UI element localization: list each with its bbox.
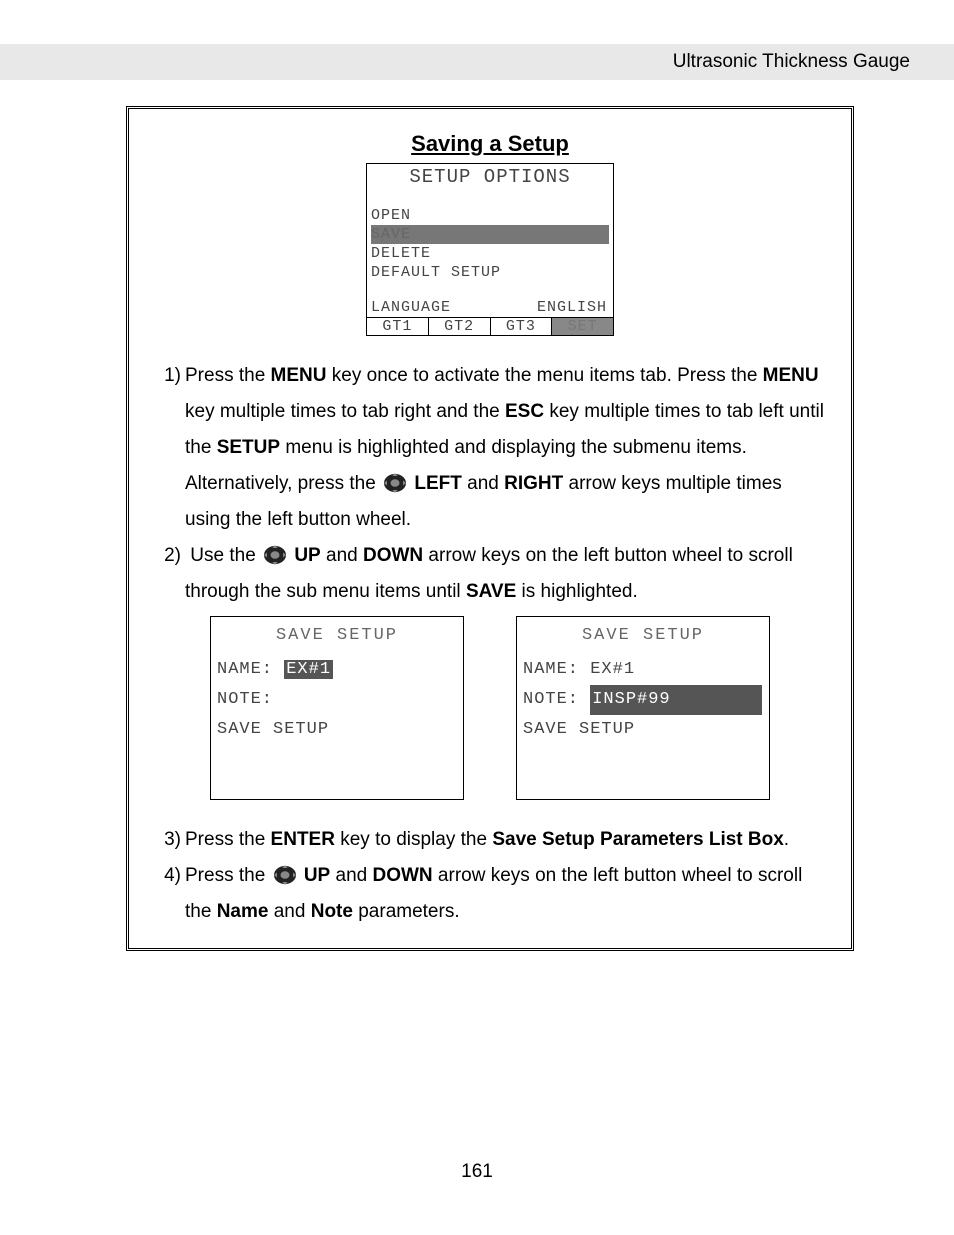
text: parameters.	[353, 901, 460, 922]
page-header: Ultrasonic Thickness Gauge	[0, 44, 954, 80]
bold-text: SETUP	[217, 437, 280, 458]
text: menu is highlighted and displaying the s…	[280, 437, 747, 458]
header-title: Ultrasonic Thickness Gauge	[673, 51, 910, 73]
text: Press the	[185, 865, 271, 886]
button-wheel-icon	[382, 471, 408, 493]
lcd1-item: OPEN	[371, 206, 609, 225]
lcd2-label: NOTE:	[523, 690, 590, 709]
lcd1-language-value: ENGLISH	[537, 298, 607, 317]
text: Alternatively, press the	[185, 473, 381, 494]
lcd2-label: NAME:	[523, 660, 590, 679]
step-number: 4)	[149, 858, 181, 894]
lcd1-language-row: LANGUAGE ENGLISH	[371, 298, 609, 317]
lcd1-tab: GT2	[429, 318, 491, 335]
bold-text: DOWN	[363, 545, 423, 566]
lcd1-tab: SET	[552, 318, 613, 335]
lcd2-save-label: SAVE SETUP	[217, 715, 457, 745]
text: arrow keys on the left button wheel to s…	[433, 865, 803, 886]
save-setup-screens: SAVE SETUPNAME: EX#1NOTE: SAVE SETUP SAV…	[149, 616, 831, 800]
instruction-3: 3)Press the ENTER key to display the Sav…	[149, 822, 831, 858]
text: arrow keys on the left button wheel to s…	[423, 545, 793, 566]
lcd1-item: DELETE	[371, 244, 609, 263]
lcd2-label: NOTE:	[217, 690, 273, 709]
lcd2-value: EX#1	[284, 660, 333, 679]
bold-text: ESC	[505, 401, 544, 422]
text: using the left button wheel.	[185, 509, 411, 530]
lcd2-row: NOTE:	[217, 685, 457, 715]
instructions-list-2: 3)Press the ENTER key to display the Sav…	[149, 822, 831, 930]
instruction-2: 2) Use the UP and DOWN arrow keys on the…	[149, 538, 831, 610]
bold-text: Note	[311, 901, 353, 922]
lcd2-row: NAME: EX#1	[523, 655, 763, 685]
bold-text: RIGHT	[504, 473, 563, 494]
section-title: Saving a Setup	[149, 131, 831, 157]
text: key once to activate the menu items tab.…	[327, 365, 763, 386]
lcd2-title: SAVE SETUP	[217, 621, 457, 651]
text: .	[784, 829, 789, 850]
text: Press the	[185, 829, 271, 850]
bold-text: MENU	[271, 365, 327, 386]
bold-text: UP	[304, 865, 330, 886]
lcd1-item: DEFAULT SETUP	[371, 263, 609, 282]
lcd2-row: NOTE: INSP#99	[523, 685, 763, 715]
lcd1-language-label: LANGUAGE	[371, 298, 451, 317]
text: Use the	[185, 545, 261, 566]
instruction-4: 4)Press the UP and DOWN arrow keys on th…	[149, 858, 831, 930]
button-wheel-icon	[262, 543, 288, 565]
lcd2-value: INSP#99	[590, 685, 762, 715]
lcd1-title: SETUP OPTIONS	[367, 164, 613, 192]
text: is highlighted.	[516, 581, 637, 602]
lcd1-item: SAVE	[371, 225, 609, 244]
lcd1-tabs: GT1GT2GT3SET	[367, 317, 613, 335]
text: Press the	[185, 365, 271, 386]
lcd2-save-label: SAVE SETUP	[523, 715, 763, 745]
lcd2-value: EX#1	[590, 660, 635, 679]
lcd-setup-options: SETUP OPTIONS OPENSAVEDELETEDEFAULT SETU…	[366, 163, 614, 336]
text: and	[321, 545, 363, 566]
instruction-1: 1)Press the MENU key once to activate th…	[149, 358, 831, 538]
button-wheel-icon	[272, 863, 298, 885]
text: key multiple times to tab right and the	[185, 401, 505, 422]
instructions-list: 1)Press the MENU key once to activate th…	[149, 358, 831, 610]
text: arrow keys multiple times	[563, 473, 782, 494]
lcd2-row: NAME: EX#1	[217, 655, 457, 685]
content-frame: Saving a Setup SETUP OPTIONS OPENSAVEDEL…	[126, 106, 854, 951]
text: and	[462, 473, 504, 494]
lcd1-tab: GT1	[367, 318, 429, 335]
lcd1-body: OPENSAVEDELETEDEFAULT SETUP LANGUAGE ENG…	[367, 192, 613, 317]
bold-text: DOWN	[373, 865, 433, 886]
bold-text: Save Setup Parameters List Box	[492, 829, 783, 850]
text: the	[185, 437, 217, 458]
text: key multiple times to tab left until	[544, 401, 824, 422]
text: key to display the	[335, 829, 492, 850]
bold-text: MENU	[763, 365, 819, 386]
lcd2-title: SAVE SETUP	[523, 621, 763, 651]
bold-text: LEFT	[414, 473, 462, 494]
text: the	[185, 901, 217, 922]
page-number: 161	[0, 1161, 954, 1183]
bold-text: ENTER	[271, 829, 335, 850]
bold-text: Name	[217, 901, 269, 922]
lcd1-tab: GT3	[491, 318, 553, 335]
text: and	[330, 865, 372, 886]
text: through the sub menu items until	[185, 581, 466, 602]
bold-text: UP	[294, 545, 320, 566]
lcd2-label: NAME:	[217, 660, 284, 679]
step-number: 3)	[149, 822, 181, 858]
bold-text: SAVE	[466, 581, 516, 602]
step-number: 1)	[149, 358, 181, 394]
lcd-save-setup-left: SAVE SETUP NAME: EX#1 NOTE: SAVE SETUP	[210, 616, 464, 800]
lcd-save-setup-right: SAVE SETUPNAME: EX#1NOTE: INSP#99SAVE SE…	[516, 616, 770, 800]
step-number: 2)	[149, 538, 181, 574]
text: and	[268, 901, 310, 922]
